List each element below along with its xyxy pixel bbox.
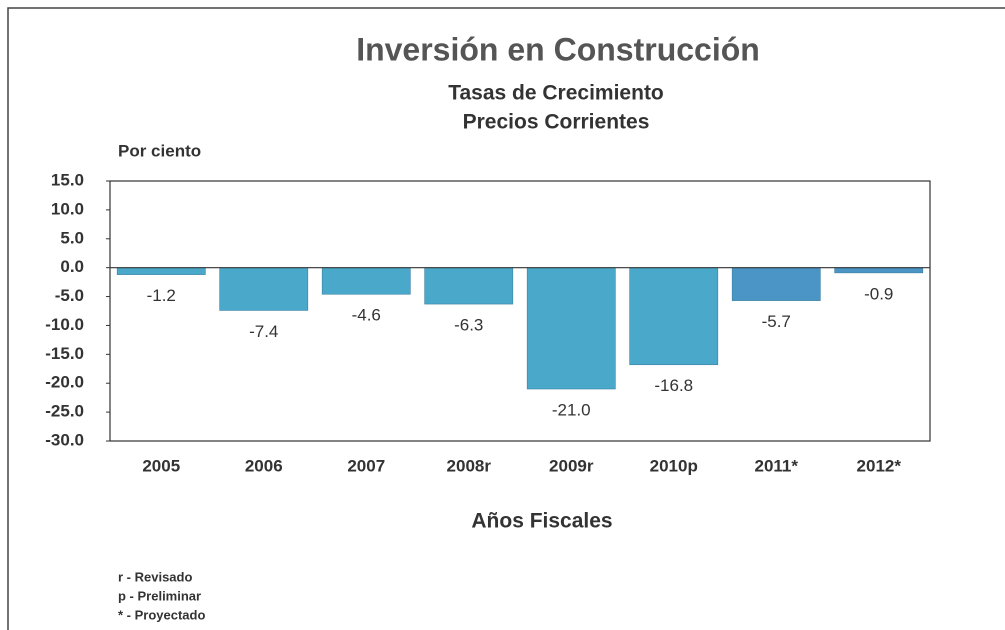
- data-label: -21.0: [552, 400, 591, 419]
- data-label: -1.2: [147, 286, 176, 305]
- y-tick-label: -15.0: [45, 344, 84, 363]
- x-tick-label: 2007: [347, 456, 385, 475]
- y-tick-label: -30.0: [45, 430, 84, 449]
- footnote: r - Revisado: [118, 569, 192, 584]
- y-tick-label: -5.0: [55, 286, 84, 305]
- x-tick-label: 2011*: [755, 456, 799, 475]
- bar: [526, 267, 616, 390]
- data-label: -16.8: [654, 376, 693, 395]
- x-tick-label: 2009r: [549, 456, 594, 475]
- y-tick-label: 10.0: [51, 199, 84, 218]
- y-tick-label: 15.0: [51, 170, 84, 189]
- chart-subtitle: Tasas de Crecimiento: [448, 82, 664, 105]
- footnote: * - Proyectado: [118, 607, 205, 622]
- bar: [629, 267, 719, 366]
- data-label: -0.9: [864, 284, 893, 303]
- x-axis-label: Años Fiscales: [471, 510, 612, 533]
- data-label: -7.4: [249, 322, 278, 341]
- y-tick-label: -10.0: [45, 315, 84, 334]
- x-tick-label: 2010p: [650, 456, 698, 475]
- bar: [834, 267, 924, 274]
- bar: [219, 267, 309, 311]
- y-tick-label: -20.0: [45, 373, 84, 392]
- data-label: -6.3: [454, 316, 483, 335]
- y-axis-label: Por ciento: [118, 141, 201, 160]
- y-tick-label: 5.0: [60, 228, 84, 247]
- footnote: p - Preliminar: [118, 588, 201, 603]
- plot-area: [109, 180, 931, 442]
- y-tick-label: -25.0: [45, 402, 84, 421]
- x-tick-label: 2012*: [857, 456, 902, 475]
- bar: [321, 267, 411, 295]
- bar: [424, 267, 514, 305]
- bar: [731, 267, 821, 301]
- bar: [116, 267, 206, 275]
- y-tick-label: 0.0: [60, 257, 84, 276]
- chart-subtitle: Precios Corrientes: [463, 111, 650, 134]
- x-tick-label: 2006: [245, 456, 283, 475]
- x-tick-label: 2005: [142, 456, 180, 475]
- frame: [7, 7, 1005, 630]
- data-label: -5.7: [762, 312, 791, 331]
- chart-title: Inversión en Construcción: [356, 31, 760, 67]
- data-label: -4.6: [352, 306, 381, 325]
- x-tick-label: 2008r: [447, 456, 492, 475]
